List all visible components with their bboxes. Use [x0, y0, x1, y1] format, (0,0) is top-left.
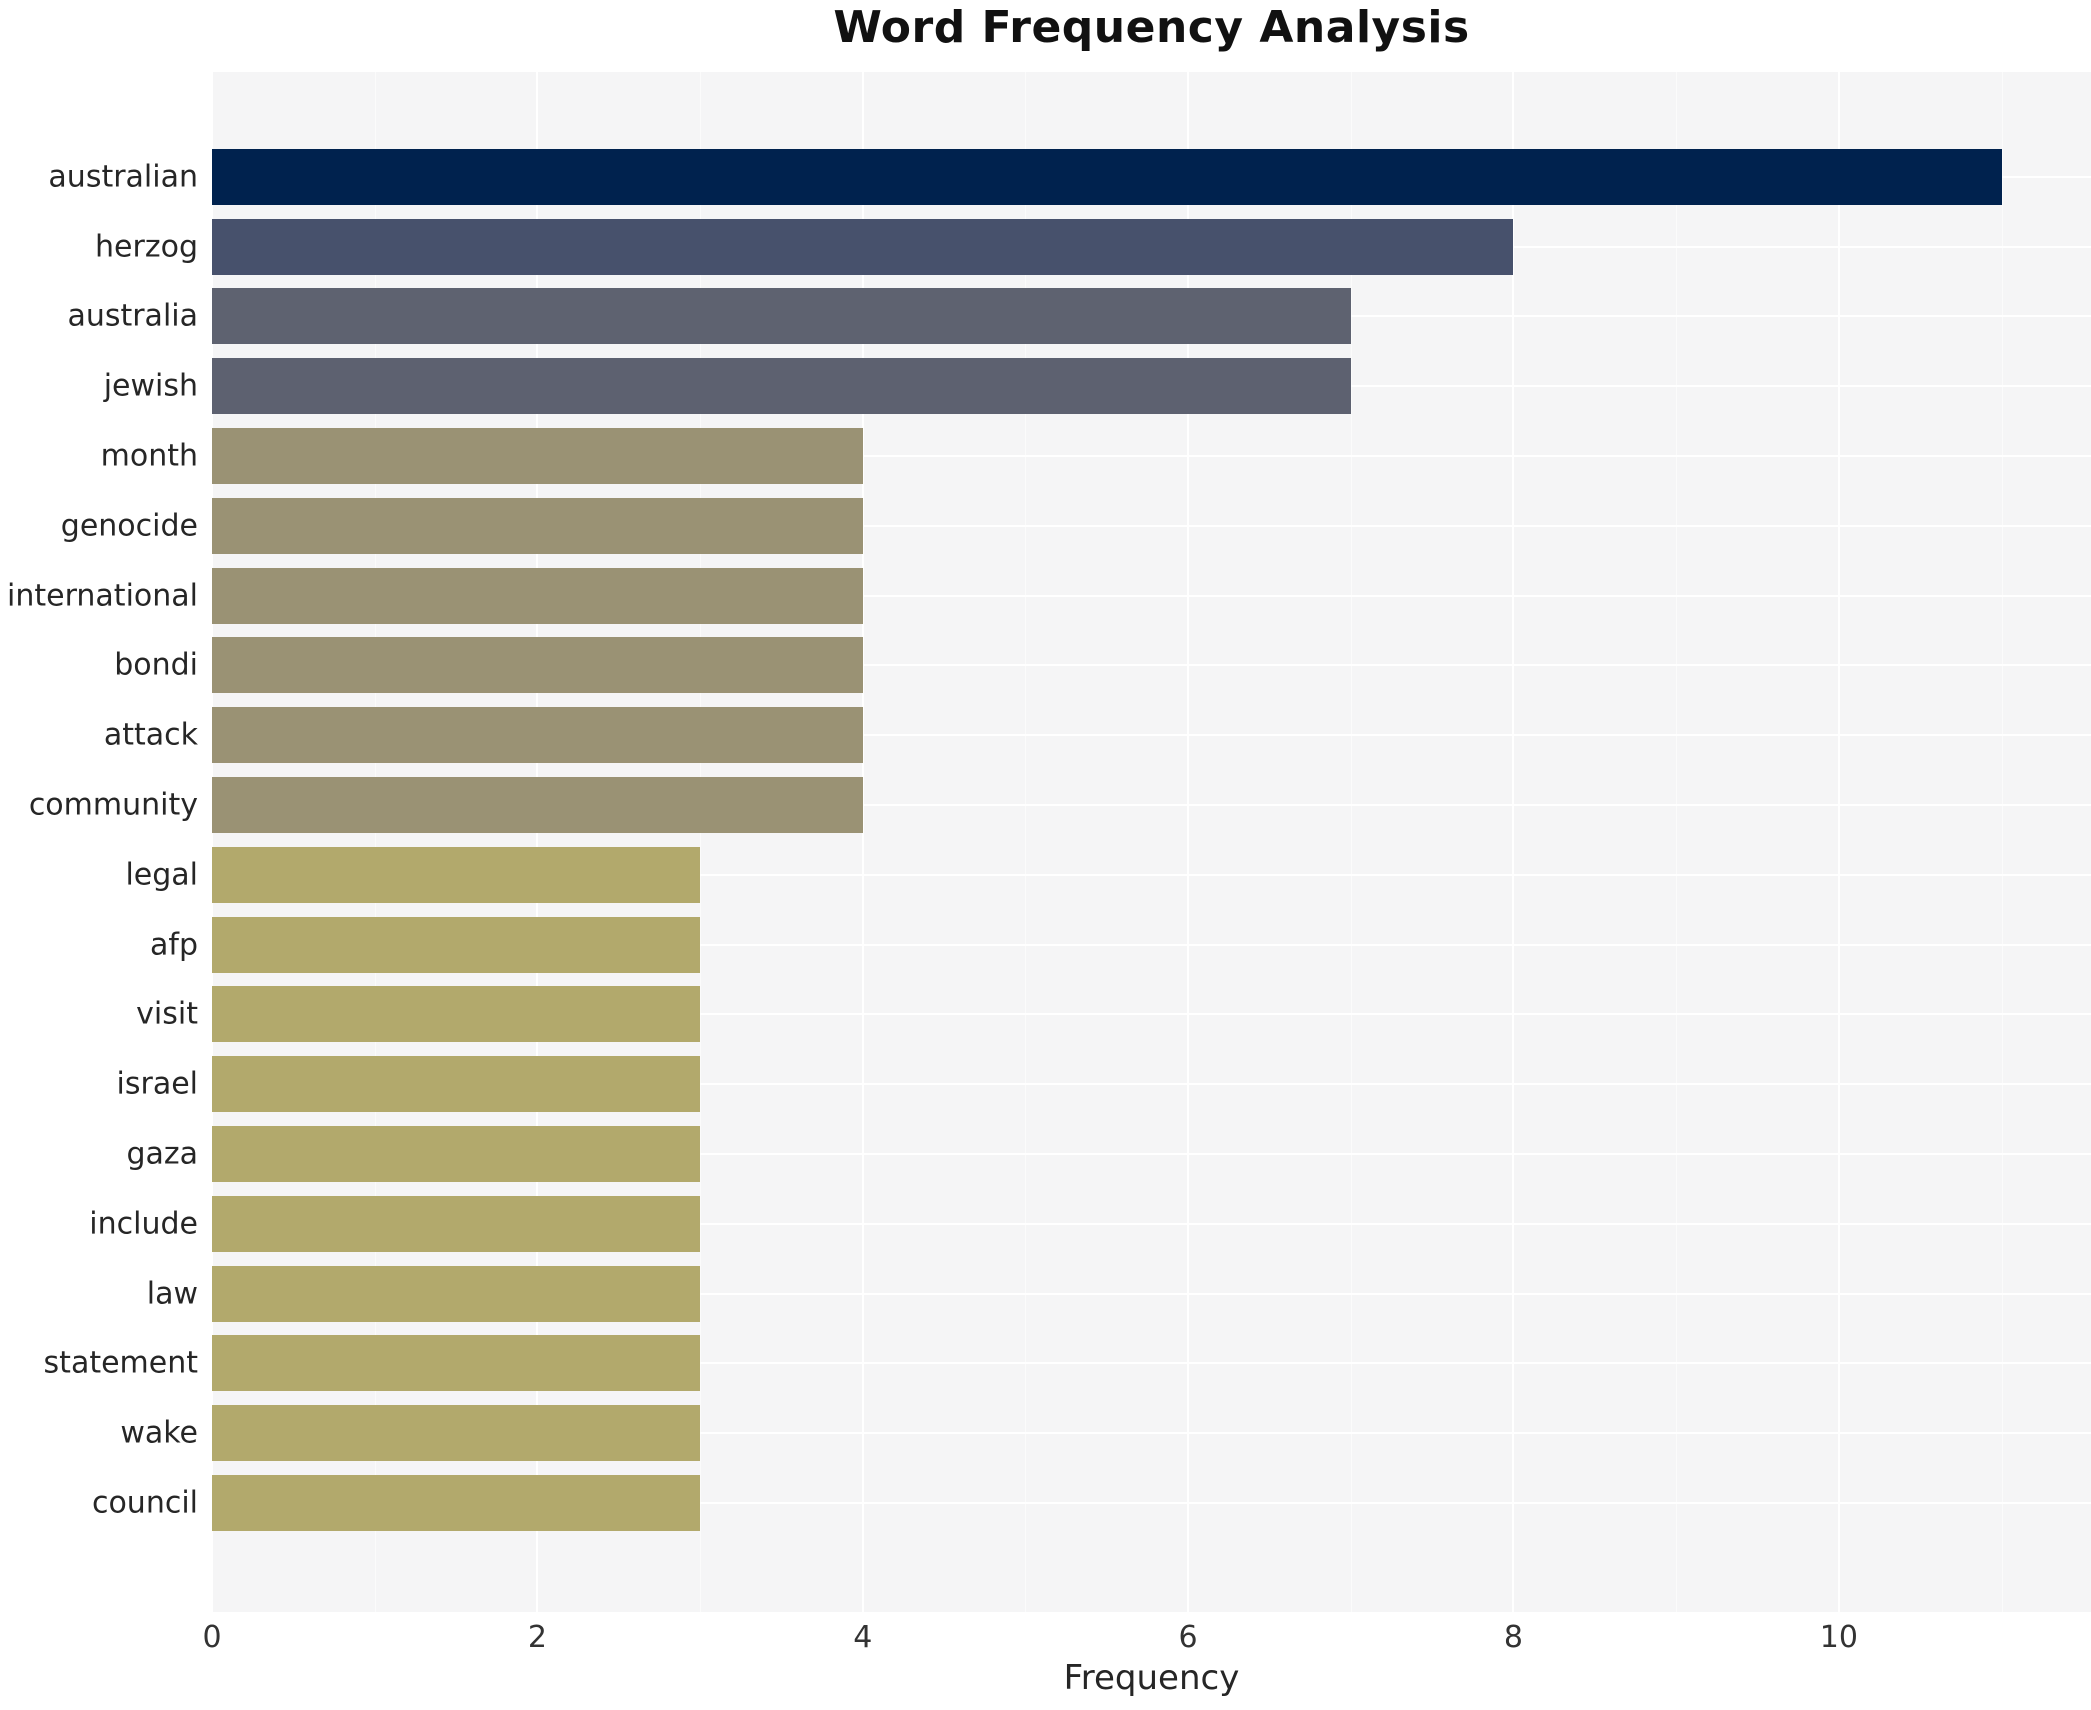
horizontal-gridline — [212, 594, 2091, 597]
major-gridline — [1837, 72, 1840, 1612]
category-label: genocide — [60, 508, 198, 544]
frequency-bar — [212, 358, 1351, 415]
category-label: visit — [136, 996, 198, 1032]
horizontal-gridline — [212, 1362, 2091, 1365]
bar-row: council — [92, 1468, 2091, 1538]
category-label: statement — [43, 1345, 198, 1381]
bar-row: genocide — [61, 491, 2091, 561]
bar-row: law — [147, 1259, 2091, 1329]
rows: australian herzog australia jewish month geno… — [7, 142, 2091, 1538]
bar-row: israel — [117, 1049, 2091, 1119]
major-gridline — [1512, 72, 1515, 1612]
x-tick-label: 8 — [1503, 1620, 1524, 1655]
major-gridline — [211, 72, 213, 1612]
horizontal-gridline — [212, 524, 2091, 527]
minor-gridline — [700, 72, 702, 1612]
category-label: jewish — [103, 368, 198, 404]
frequency-bar — [212, 288, 1351, 345]
horizontal-gridline — [212, 873, 2091, 876]
frequency-bar — [212, 846, 701, 903]
bar-row: wake — [120, 1398, 2091, 1468]
bar-row: month — [101, 421, 2091, 491]
bar-row: bondi — [114, 631, 2091, 701]
bar-row: australia — [67, 282, 2091, 352]
bar-row: jewish — [104, 351, 2091, 421]
major-gridline — [536, 72, 539, 1612]
bar-row: herzog — [95, 212, 2091, 282]
category-label: herzog — [95, 229, 198, 265]
bar-row: community — [29, 770, 2091, 840]
horizontal-gridline — [212, 734, 2091, 737]
category-label: wake — [120, 1415, 198, 1451]
category-label: community — [28, 787, 198, 823]
frequency-bar — [212, 218, 1514, 275]
horizontal-gridline — [212, 1292, 2091, 1295]
horizontal-gridline — [212, 1432, 2091, 1435]
category-label: include — [89, 1206, 198, 1242]
x-tick-label: 2 — [527, 1620, 547, 1655]
horizontal-gridline — [212, 664, 2091, 667]
minor-gridline — [1676, 72, 1678, 1612]
x-axis-title: Frequency — [1063, 1658, 1240, 1698]
major-gridline — [1187, 72, 1190, 1612]
x-tick-label: 10 — [1819, 1620, 1858, 1655]
category-label: international — [7, 578, 198, 614]
frequency-bar — [212, 986, 701, 1043]
bar-row: statement — [44, 1329, 2091, 1399]
bar-row: legal — [125, 840, 2091, 910]
category-label: bondi — [114, 647, 198, 683]
chart-title: Word Frequency Analysis — [833, 2, 1470, 53]
horizontal-gridline — [212, 1013, 2091, 1016]
bar-row: afp — [150, 910, 2091, 980]
minor-gridline — [2001, 72, 2003, 1612]
bar-row: australian — [48, 142, 2091, 212]
x-tick-label: 0 — [202, 1620, 222, 1655]
horizontal-gridline — [212, 1083, 2091, 1086]
bar-row: attack — [104, 700, 2091, 770]
frequency-bar — [212, 428, 863, 485]
category-label: council — [91, 1485, 198, 1521]
bar-row: include — [89, 1189, 2091, 1259]
horizontal-gridline — [212, 1153, 2091, 1156]
bar-row: gaza — [126, 1119, 2091, 1189]
x-tick-label: 4 — [853, 1620, 873, 1655]
frequency-bar — [212, 1335, 701, 1392]
category-label: month — [100, 438, 198, 474]
category-label: legal — [125, 857, 198, 893]
category-label: israel — [116, 1066, 198, 1102]
frequency-bar — [212, 497, 863, 554]
frequency-bar — [212, 148, 2002, 205]
frequency-bar — [212, 1475, 701, 1532]
minor-gridline — [1350, 72, 1352, 1612]
frequency-bar — [212, 1405, 701, 1462]
category-label: gaza — [126, 1136, 198, 1172]
frequency-bar — [212, 1126, 701, 1183]
frequency-bar — [212, 916, 701, 973]
category-label: afp — [150, 927, 198, 963]
category-label: attack — [103, 717, 198, 753]
frequency-bar — [212, 637, 863, 694]
category-label: australian — [48, 159, 198, 195]
horizontal-gridline — [212, 455, 2091, 458]
horizontal-gridline — [212, 804, 2091, 807]
bar-row: international — [7, 561, 2091, 631]
minor-gridline — [1025, 72, 1027, 1612]
horizontal-gridline — [212, 1502, 2091, 1505]
plot-area: australian herzog australia jewish month geno… — [7, 72, 2091, 1612]
category-label: law — [146, 1276, 198, 1312]
frequency-bar — [212, 777, 863, 834]
x-tick-label: 6 — [1178, 1620, 1198, 1655]
category-label: australia — [67, 298, 198, 334]
minor-gridline — [374, 72, 376, 1612]
frequency-bar — [212, 1195, 701, 1252]
frequency-bar — [212, 1056, 701, 1113]
bar-row: visit — [136, 980, 2091, 1050]
frequency-bar — [212, 1265, 701, 1322]
horizontal-gridline — [212, 1222, 2091, 1225]
major-gridline — [861, 72, 864, 1612]
frequency-bar — [212, 567, 863, 624]
horizontal-gridline — [212, 943, 2091, 946]
frequency-bar — [212, 707, 863, 764]
